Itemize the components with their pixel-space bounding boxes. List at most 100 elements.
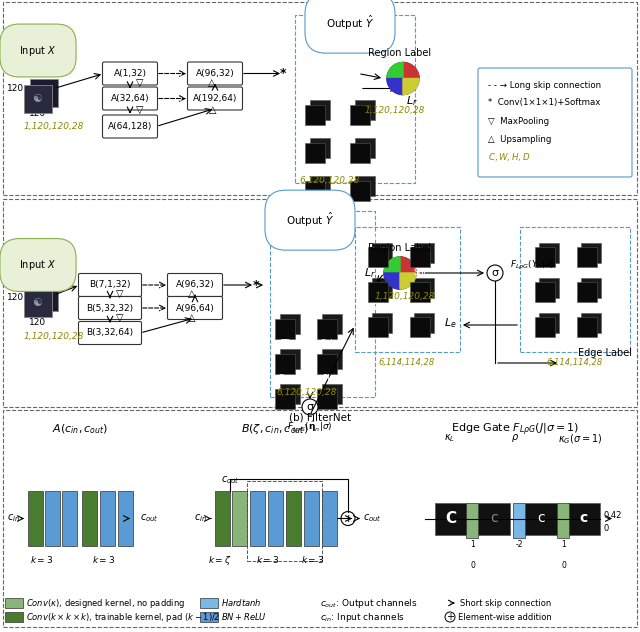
Text: $\kappa_L$: $\kappa_L$ xyxy=(444,432,456,444)
Text: PL: PL xyxy=(415,303,425,312)
Text: 28: 28 xyxy=(13,279,24,288)
Bar xyxy=(200,612,218,622)
Text: Region Label: Region Label xyxy=(369,49,431,59)
Circle shape xyxy=(302,399,318,415)
Bar xyxy=(304,491,319,546)
Text: σ: σ xyxy=(307,402,314,412)
Bar xyxy=(322,349,342,369)
Text: 0: 0 xyxy=(470,561,476,570)
Text: +: + xyxy=(343,513,353,523)
Text: $k=3$: $k=3$ xyxy=(92,554,116,565)
Text: Gas: Gas xyxy=(537,303,553,312)
Text: $c_{out}$: $c_{out}$ xyxy=(363,513,381,525)
Text: BG: BG xyxy=(309,90,321,99)
Text: ▽: ▽ xyxy=(116,288,124,298)
Text: ▽: ▽ xyxy=(136,78,143,88)
Bar xyxy=(557,503,569,538)
Text: c: c xyxy=(490,511,498,525)
Text: $Hardtanh$: $Hardtanh$ xyxy=(221,597,262,609)
Bar xyxy=(350,143,370,163)
Text: Sol: Sol xyxy=(321,339,333,348)
Text: $c_{in}$: $c_{in}$ xyxy=(7,513,20,525)
Bar xyxy=(215,491,230,546)
Text: 0.42: 0.42 xyxy=(603,511,621,520)
Text: BG: BG xyxy=(539,233,551,242)
Bar xyxy=(268,491,283,546)
Bar xyxy=(286,491,301,546)
Bar xyxy=(581,278,601,298)
Text: *: * xyxy=(280,67,286,80)
Bar xyxy=(539,313,559,333)
Bar xyxy=(410,282,430,302)
Text: BG: BG xyxy=(372,233,384,242)
Bar xyxy=(250,491,265,546)
Bar xyxy=(317,319,337,339)
Text: 0: 0 xyxy=(561,561,566,570)
Text: 120: 120 xyxy=(29,109,47,118)
FancyBboxPatch shape xyxy=(102,115,157,138)
Text: $k=3$: $k=3$ xyxy=(257,554,280,565)
Text: $A(c_{in}, c_{out})$: $A(c_{in}, c_{out})$ xyxy=(52,422,108,435)
Wedge shape xyxy=(403,78,419,95)
Text: PL: PL xyxy=(355,166,365,175)
Bar xyxy=(350,105,370,125)
Bar xyxy=(317,389,337,409)
Bar xyxy=(372,243,392,263)
Text: ▽  MaxPooling: ▽ MaxPooling xyxy=(488,116,549,126)
Bar xyxy=(355,100,375,120)
Bar xyxy=(355,227,460,352)
Bar xyxy=(535,282,555,302)
Text: 120: 120 xyxy=(29,318,47,327)
Bar xyxy=(232,491,247,546)
Bar xyxy=(275,319,295,339)
Bar xyxy=(581,313,601,333)
Text: 120: 120 xyxy=(7,84,24,93)
FancyBboxPatch shape xyxy=(79,274,141,296)
FancyBboxPatch shape xyxy=(79,322,141,344)
Wedge shape xyxy=(387,63,403,78)
Text: Edge Label: Edge Label xyxy=(578,348,632,358)
Text: B(7,1,32): B(7,1,32) xyxy=(89,281,131,289)
Text: B(3,32,64): B(3,32,64) xyxy=(86,329,134,337)
Bar xyxy=(30,78,58,107)
Text: △: △ xyxy=(188,312,195,322)
Bar xyxy=(372,278,392,298)
Bar xyxy=(322,491,337,546)
Text: $k=3$: $k=3$ xyxy=(301,554,324,565)
Text: c: c xyxy=(537,511,545,525)
Bar xyxy=(368,247,388,267)
Text: B(5,32,32): B(5,32,32) xyxy=(86,303,134,312)
Bar xyxy=(310,100,330,120)
Circle shape xyxy=(387,63,419,95)
Text: Output $\hat{Y}$: Output $\hat{Y}$ xyxy=(326,14,374,32)
Text: TP: TP xyxy=(310,128,320,137)
Text: 1: 1 xyxy=(562,540,566,549)
Bar xyxy=(310,176,330,196)
Text: ☯: ☯ xyxy=(32,94,42,104)
FancyBboxPatch shape xyxy=(79,296,141,320)
Text: Sol: Sol xyxy=(413,268,426,277)
Bar xyxy=(410,317,430,337)
Wedge shape xyxy=(400,273,416,289)
Text: -2: -2 xyxy=(515,540,523,549)
FancyBboxPatch shape xyxy=(102,87,157,110)
Bar xyxy=(100,491,115,546)
Text: A(64,128): A(64,128) xyxy=(108,122,152,131)
Circle shape xyxy=(387,63,419,95)
Bar xyxy=(62,491,77,546)
Text: TA: TA xyxy=(415,233,425,242)
Text: TA: TA xyxy=(322,304,332,313)
Text: A(96,32): A(96,32) xyxy=(196,69,234,78)
FancyBboxPatch shape xyxy=(188,87,243,110)
Text: $F_{L\rho G}(\hat{\mathbf{\eta}}_n|\sigma)$: $F_{L\rho G}(\hat{\mathbf{\eta}}_n|\sigm… xyxy=(287,419,333,434)
Bar xyxy=(577,282,597,302)
Bar xyxy=(5,612,23,622)
Text: *: * xyxy=(253,279,259,291)
Text: $L_r$: $L_r$ xyxy=(364,266,376,280)
Text: PL: PL xyxy=(322,374,332,383)
Text: ▽: ▽ xyxy=(116,312,124,322)
Bar xyxy=(3,410,637,627)
Text: A(96,32): A(96,32) xyxy=(175,281,214,289)
Bar xyxy=(350,181,370,201)
Text: Sol: Sol xyxy=(354,128,366,137)
